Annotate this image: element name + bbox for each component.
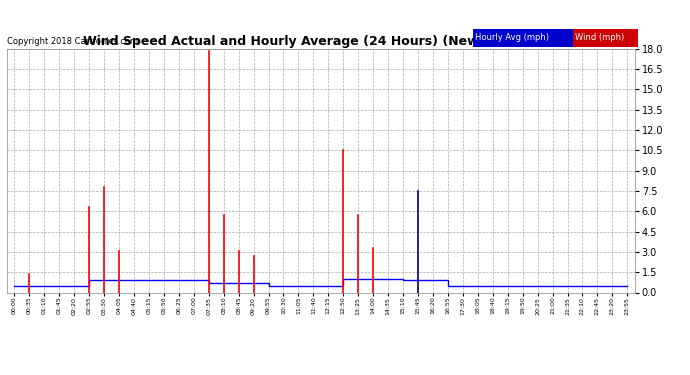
Title: Wind Speed Actual and Hourly Average (24 Hours) (New) 20181028: Wind Speed Actual and Hourly Average (24… bbox=[83, 34, 559, 48]
Text: Wind (mph): Wind (mph) bbox=[575, 33, 624, 42]
Text: Hourly Avg (mph): Hourly Avg (mph) bbox=[475, 33, 549, 42]
Text: Copyright 2018 Cartronics.com: Copyright 2018 Cartronics.com bbox=[7, 38, 138, 46]
